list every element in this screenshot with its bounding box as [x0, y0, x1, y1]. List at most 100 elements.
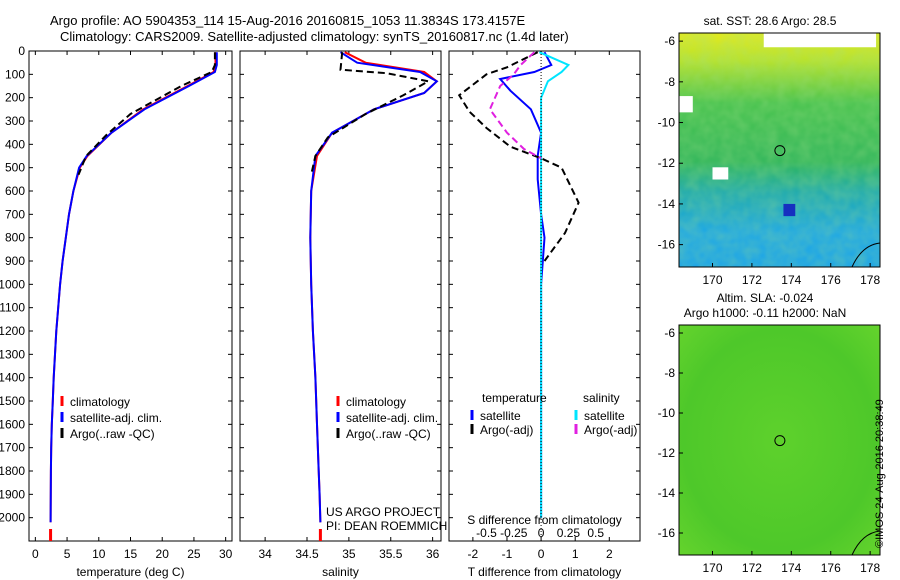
x-tick-label: 176 [821, 273, 841, 287]
cloud-gap [679, 96, 693, 113]
argo-location-marker [774, 145, 786, 157]
x-tick-label: 2 [606, 547, 613, 561]
x-axis-label: salinity [322, 565, 359, 579]
y-tick-label: 700 [5, 207, 25, 221]
y-tick-label: -14 [658, 197, 676, 211]
y-tick-label: -16 [658, 238, 676, 252]
plot-frame [448, 50, 641, 542]
legend-label: Argo(-adj) [584, 423, 637, 437]
legend-label: climatology [70, 395, 130, 409]
y-tick-label: 1300 [0, 347, 25, 361]
x-tick-label: 35 [342, 547, 356, 561]
y-tick-label: -6 [664, 326, 675, 340]
map-frame [678, 324, 881, 556]
coastline [851, 242, 881, 268]
y-tick-label: -12 [658, 446, 676, 460]
map-subtitle: Argo h1000: -0.11 h2000: NaN [684, 306, 847, 320]
series-line-satellite [538, 51, 571, 518]
series-line-satellite-adj--clim- [309, 51, 439, 523]
argo-location-marker [774, 435, 786, 447]
y-tick-label: 0 [18, 44, 25, 58]
x-tick-label: 36 [426, 547, 440, 561]
y-tick-label: -8 [664, 366, 675, 380]
y-tick-label: 400 [5, 137, 25, 151]
y-tick-label: -16 [658, 526, 676, 540]
figure-title-line1: Argo profile: AO 5904353_114 15-Aug-2016… [50, 13, 526, 28]
series-line-climatology [309, 51, 439, 523]
y-tick-label: 1000 [0, 277, 25, 291]
coastline [851, 530, 881, 556]
x-tick-label: 25 [187, 547, 201, 561]
x-axis-label: temperature (deg C) [76, 565, 184, 579]
salinity-profile-panel: 34 34.5 35 35.5 36 salinity climatology satelli… [239, 50, 447, 579]
y-tick-label: -8 [664, 75, 675, 89]
x-tick-label: 34 [258, 547, 272, 561]
x-axis-label: T difference from climatology [468, 565, 622, 579]
legend-label: climatology [346, 395, 406, 409]
y-tick-label: 1400 [0, 371, 25, 385]
map-title: Altim. SLA: -0.024 [717, 291, 814, 305]
legend-label: satellite [584, 409, 625, 423]
x-tick-label: 10 [92, 547, 106, 561]
imos-credit: ©IMOS 24-Aug-2016 20:38:49 [874, 399, 886, 548]
legend-title-salinity: salinity [583, 391, 620, 405]
y-tick-label: 1200 [0, 324, 25, 338]
x-tick-label: 172 [742, 273, 762, 287]
y-tick-label: 800 [5, 231, 25, 245]
s-diff-tick-label: -0.5 [476, 526, 497, 540]
sst-map-panel: 170 172 174 176 178 -6 -8 -10 -12 -14 -16 sat. SST:… [658, 14, 881, 287]
y-tick-label: 900 [5, 254, 25, 268]
temperature-profile-panel: 0 5 10 15 20 25 300100200300400500600700800900… [0, 44, 233, 579]
x-tick-label: 0 [538, 547, 545, 561]
x-tick-label: 170 [702, 561, 722, 575]
y-tick-label: 300 [5, 114, 25, 128]
x-tick-label: 34.5 [295, 547, 319, 561]
map-texture [679, 33, 880, 267]
x-tick-label: -2 [468, 547, 479, 561]
y-tick-label: -6 [664, 34, 675, 48]
map-field [679, 325, 880, 555]
x-tick-label: 172 [742, 561, 762, 575]
y-tick-label: 500 [5, 161, 25, 175]
x-tick-label: 1 [572, 547, 579, 561]
s-diff-tick-label: 0.5 [587, 526, 604, 540]
y-tick-label: 1500 [0, 394, 25, 408]
legend-label: Argo(-adj) [480, 423, 533, 437]
sla-map-panel: 170 172 174 176 178 -6 -8 -10 -12 -14 -16 Altim. SL… [658, 291, 881, 575]
x-tick-label: 174 [781, 561, 801, 575]
y-tick-label: 1100 [0, 301, 25, 315]
x-tick-label: 20 [156, 547, 170, 561]
map-frame [678, 32, 881, 268]
y-tick-label: 1900 [0, 487, 25, 501]
s-diff-tick-label: 0 [538, 526, 545, 540]
series-line-argo--adj- [457, 51, 580, 262]
x-tick-label: -1 [502, 547, 513, 561]
y-tick-label: -12 [658, 156, 676, 170]
s-diff-tick-label: 0.25 [557, 526, 581, 540]
legend-title-temperature: temperature [482, 391, 547, 405]
pi-annotation: PI: DEAN ROEMMICH [326, 519, 447, 533]
series-line-argo---raw--qc- [77, 52, 216, 176]
x-tick-label: 170 [702, 273, 722, 287]
y-tick-label: 200 [5, 91, 25, 105]
project-annotation: US ARGO PROJECT [326, 505, 441, 519]
series-line-climatology [49, 52, 217, 523]
y-tick-label: -10 [658, 116, 676, 130]
x-tick-label: 176 [821, 561, 841, 575]
x-tick-label: 0 [32, 547, 39, 561]
cold-patch [783, 203, 796, 217]
y-tick-label: 1800 [0, 464, 25, 478]
legend-label: satellite-adj. clim. [70, 411, 162, 425]
legend-label: Argo(..raw -QC) [70, 427, 155, 441]
x-tick-label: 178 [860, 273, 880, 287]
x-tick-label: 5 [64, 547, 71, 561]
x-tick-label: 15 [124, 547, 138, 561]
x-tick-label: 174 [781, 273, 801, 287]
y-tick-label: 600 [5, 184, 25, 198]
series-line-argo---raw--qc- [310, 52, 432, 175]
x-tick-label: 30 [219, 547, 233, 561]
series-line-argo--adj- [488, 51, 542, 160]
series-line-satellite-adj--clim- [49, 52, 218, 523]
x-tick-label: 35.5 [379, 547, 403, 561]
